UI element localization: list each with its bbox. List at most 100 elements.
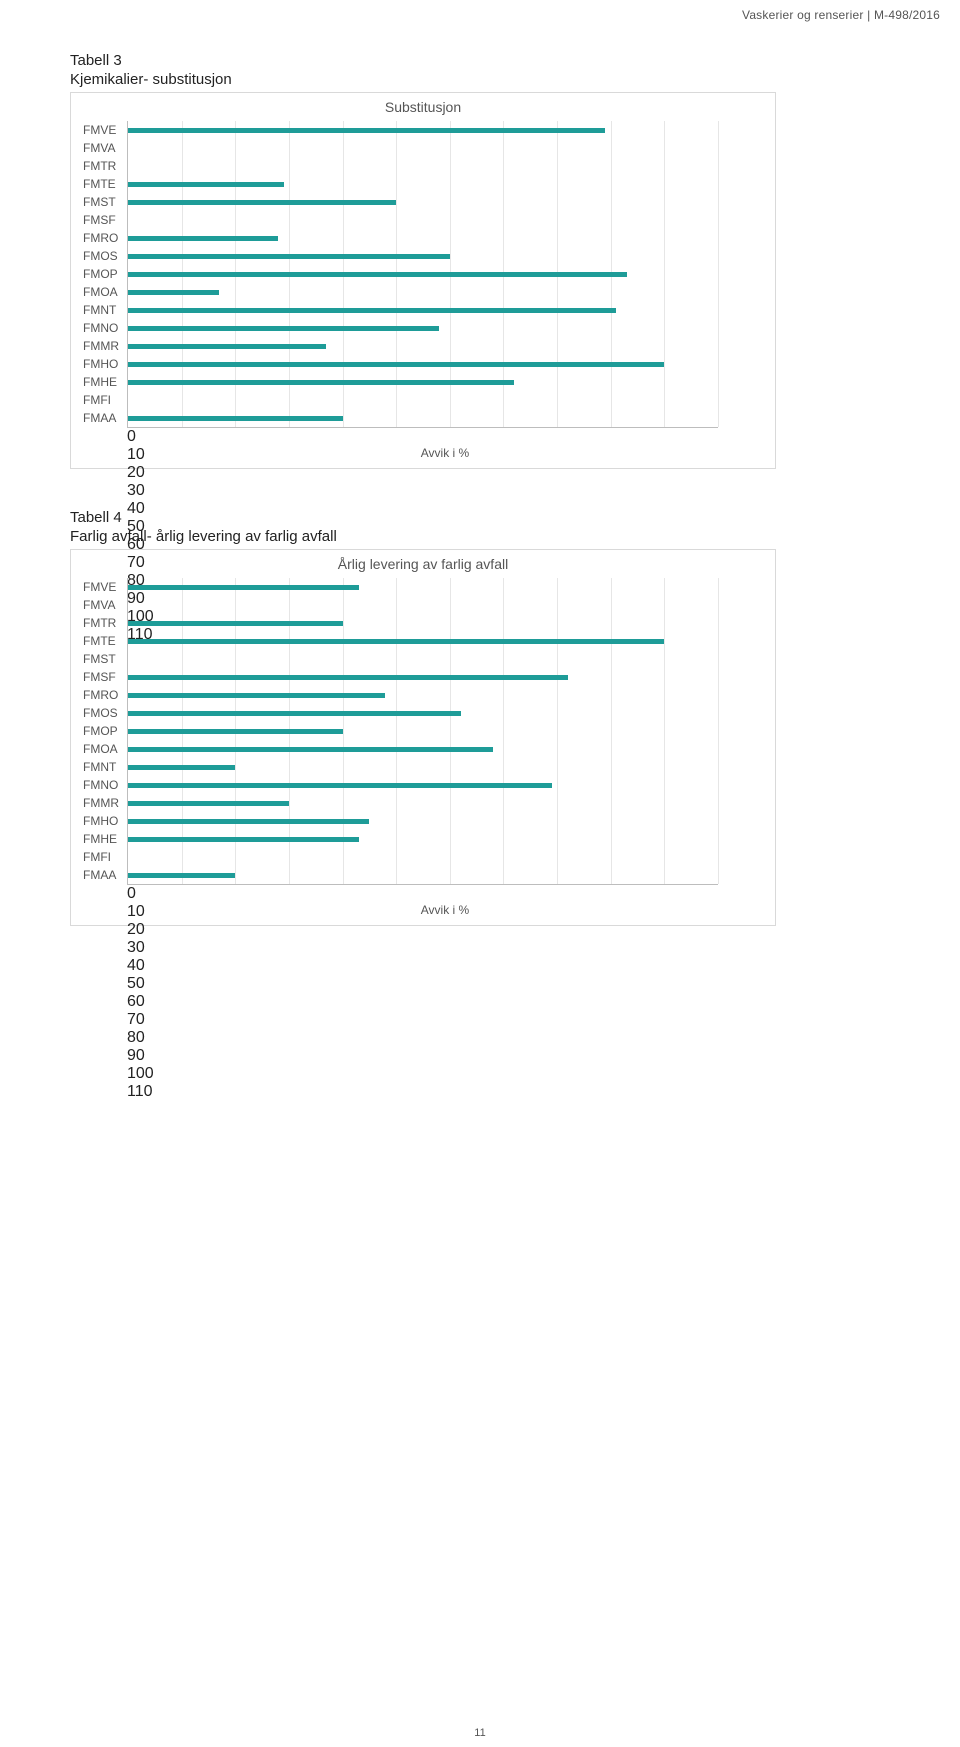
- x-axis-tick: 10: [127, 903, 717, 921]
- y-axis-label: FMRO: [83, 686, 119, 704]
- bar-row: [128, 247, 718, 265]
- chart2-bars: [128, 578, 718, 884]
- y-axis-label: FMVA: [83, 596, 119, 614]
- chart1-title: Substitusjon: [83, 99, 763, 115]
- y-axis-label: FMVE: [83, 578, 119, 596]
- y-axis-label: FMRO: [83, 229, 119, 247]
- y-axis-label: FMTE: [83, 632, 119, 650]
- bar-row: [128, 175, 718, 193]
- y-axis-label: FMNO: [83, 776, 119, 794]
- bar-row: [128, 355, 718, 373]
- x-axis-tick: 40: [127, 957, 717, 975]
- bar-row: [128, 373, 718, 391]
- bar-row: [128, 337, 718, 355]
- y-axis-label: FMHO: [83, 355, 119, 373]
- bar-row: [128, 722, 718, 740]
- bar-row: [128, 758, 718, 776]
- x-axis-tick: 20: [127, 921, 717, 939]
- y-axis-label: FMSF: [83, 211, 119, 229]
- bar: [128, 747, 493, 752]
- x-axis-tick: 30: [127, 482, 717, 500]
- bar: [128, 837, 359, 842]
- y-axis-label: FMOP: [83, 265, 119, 283]
- bar-row: [128, 632, 718, 650]
- y-axis-label: FMOA: [83, 740, 119, 758]
- bar-row: [128, 139, 718, 157]
- bar: [128, 729, 343, 734]
- chart2-box: Årlig levering av farlig avfall FMVEFMVA…: [70, 549, 776, 926]
- chart2-body: FMVEFMVAFMTRFMTEFMSTFMSFFMROFMOSFMOPFMOA…: [83, 578, 763, 917]
- bar-row: [128, 686, 718, 704]
- bar: [128, 416, 343, 421]
- x-axis-tick: 110: [127, 1083, 717, 1101]
- bar: [128, 783, 552, 788]
- y-axis-label: FMHE: [83, 830, 119, 848]
- chart1-plot: [127, 121, 718, 428]
- y-axis-label: FMST: [83, 650, 119, 668]
- bar-row: [128, 157, 718, 175]
- x-axis-tick: 20: [127, 464, 717, 482]
- bar: [128, 254, 450, 259]
- bar: [128, 362, 664, 367]
- y-axis-label: FMVA: [83, 139, 119, 157]
- y-axis-label: FMHE: [83, 373, 119, 391]
- page-number: 11: [0, 1727, 960, 1739]
- bar-row: [128, 794, 718, 812]
- x-axis-tick: 60: [127, 993, 717, 1011]
- x-axis-tick: 50: [127, 975, 717, 993]
- bar-row: [128, 211, 718, 229]
- bar-row: [128, 866, 718, 884]
- x-axis-tick: 0: [127, 428, 717, 446]
- x-axis-tick: 10: [127, 446, 717, 464]
- chart1-x-axis: 0102030405060708090100110: [127, 428, 717, 444]
- y-axis-label: FMNO: [83, 319, 119, 337]
- bar-row: [128, 193, 718, 211]
- chart2-y-labels: FMVEFMVAFMTRFMTEFMSTFMSFFMROFMOSFMOPFMOA…: [83, 578, 127, 917]
- y-axis-label: FMOP: [83, 722, 119, 740]
- y-axis-label: FMTR: [83, 614, 119, 632]
- bar: [128, 585, 359, 590]
- chart1-bars: [128, 121, 718, 427]
- x-axis-tick: 100: [127, 1065, 717, 1083]
- chart2-plot: [127, 578, 718, 885]
- y-axis-label: FMMR: [83, 794, 119, 812]
- bar-row: [128, 848, 718, 866]
- x-axis-tick: 50: [127, 518, 717, 536]
- bar: [128, 639, 664, 644]
- y-axis-label: FMOA: [83, 283, 119, 301]
- bar-row: [128, 740, 718, 758]
- y-axis-label: FMVE: [83, 121, 119, 139]
- bar: [128, 236, 278, 241]
- bar-row: [128, 776, 718, 794]
- bar: [128, 380, 514, 385]
- x-axis-tick: 90: [127, 1047, 717, 1065]
- y-axis-label: FMOS: [83, 704, 119, 722]
- bar-row: [128, 283, 718, 301]
- bar: [128, 128, 605, 133]
- y-axis-label: FMAA: [83, 409, 119, 427]
- bar: [128, 675, 568, 680]
- bar-row: [128, 319, 718, 337]
- bar: [128, 819, 369, 824]
- bar-row: [128, 265, 718, 283]
- chart1-body: FMVEFMVAFMTRFMTEFMSTFMSFFMROFMOSFMOPFMOA…: [83, 121, 763, 460]
- bar-row: [128, 614, 718, 632]
- page: Vaskerier og renserier | M-498/2016 Tabe…: [0, 0, 960, 1747]
- y-axis-label: FMTE: [83, 175, 119, 193]
- bar: [128, 182, 284, 187]
- y-axis-label: FMHO: [83, 812, 119, 830]
- bar: [128, 711, 461, 716]
- section-1: Tabell 3 Kjemikalier- substitusjon Subst…: [70, 52, 940, 469]
- y-axis-label: FMST: [83, 193, 119, 211]
- x-axis-tick: 60: [127, 536, 717, 554]
- header-breadcrumb: Vaskerier og renserier | M-498/2016: [70, 8, 940, 22]
- y-axis-label: FMSF: [83, 668, 119, 686]
- gridline: [718, 121, 719, 427]
- y-axis-label: FMFI: [83, 848, 119, 866]
- bar: [128, 326, 439, 331]
- chart1-box: Substitusjon FMVEFMVAFMTRFMTEFMSTFMSFFMR…: [70, 92, 776, 469]
- bar-row: [128, 409, 718, 427]
- x-axis-tick: 70: [127, 554, 717, 572]
- bar-row: [128, 578, 718, 596]
- table3-heading-line1: Tabell 3: [70, 52, 940, 69]
